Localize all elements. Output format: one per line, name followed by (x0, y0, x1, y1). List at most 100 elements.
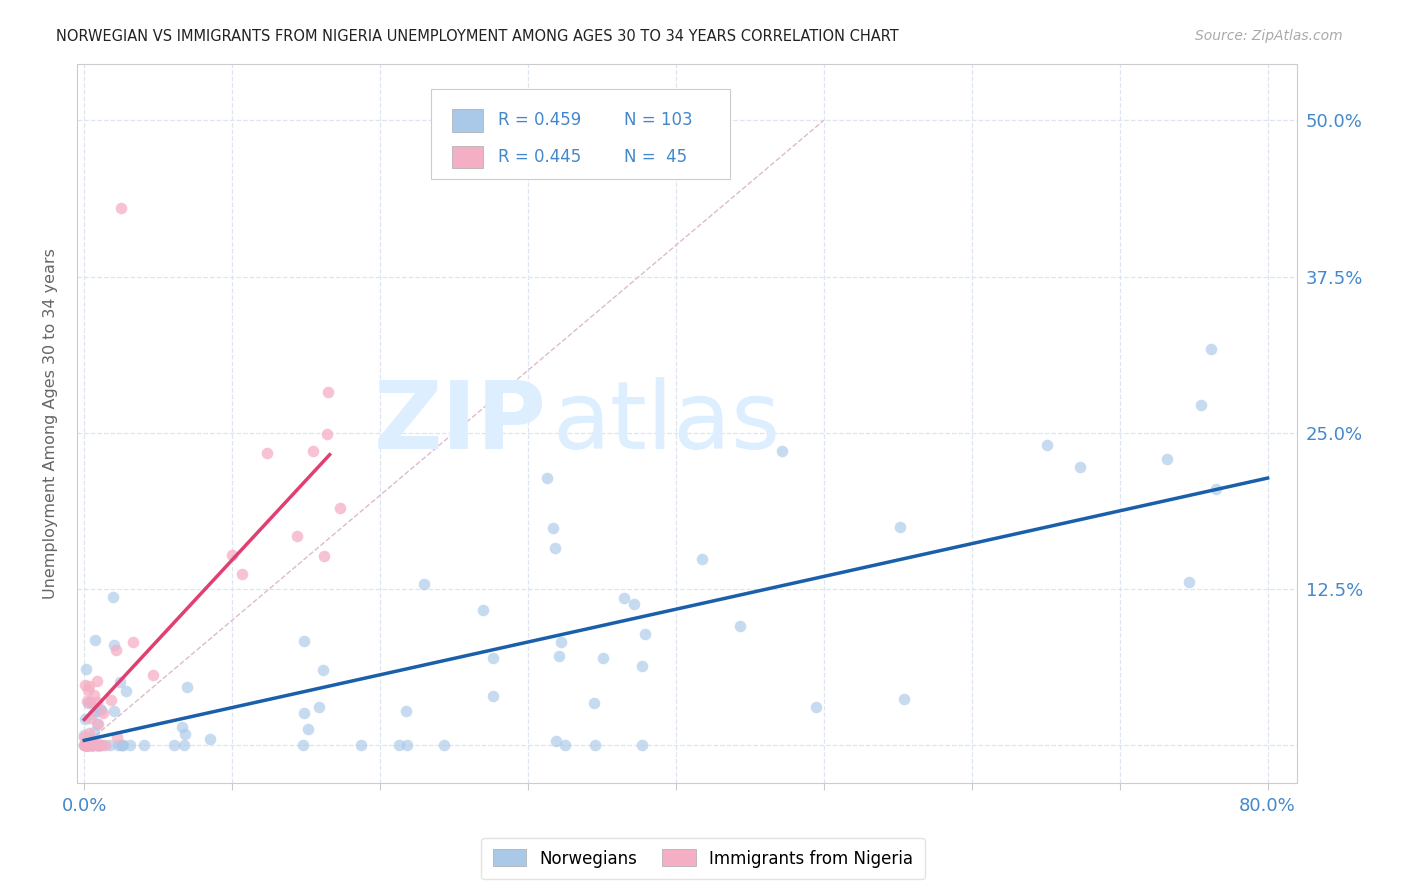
Point (91, 738, 114, 752)
Point (73, 738, 96, 752)
Point (122, 635, 145, 649)
Text: N = 103: N = 103 (624, 112, 692, 129)
Point (592, 650, 614, 665)
Point (73, 738, 96, 752)
Point (73, 731, 96, 745)
Point (176, 680, 198, 694)
Point (1069, 460, 1091, 475)
Point (292, 738, 315, 752)
Point (308, 700, 330, 714)
Point (134, 738, 156, 752)
Point (634, 627, 657, 641)
Point (163, 738, 186, 752)
Point (315, 426, 337, 441)
Point (1156, 451, 1178, 466)
Point (76, 696, 98, 710)
Point (86, 738, 108, 752)
Point (583, 738, 606, 752)
Point (631, 658, 654, 673)
Point (77, 726, 100, 740)
Point (108, 675, 131, 690)
FancyBboxPatch shape (430, 89, 730, 179)
Point (770, 444, 793, 458)
Point (544, 733, 567, 747)
Point (73, 738, 96, 752)
Text: ZIP: ZIP (374, 377, 547, 469)
Point (893, 692, 915, 706)
FancyBboxPatch shape (451, 145, 484, 168)
Point (82, 738, 104, 752)
Point (292, 706, 315, 720)
Point (89, 738, 111, 752)
Point (481, 690, 503, 704)
Point (544, 541, 567, 556)
Point (630, 738, 652, 752)
Point (84, 633, 107, 648)
Point (728, 619, 751, 633)
Point (111, 738, 134, 752)
Point (105, 643, 128, 657)
Point (1189, 398, 1212, 412)
Point (76, 738, 98, 752)
Point (83, 738, 105, 752)
Point (80, 732, 103, 747)
Point (170, 720, 193, 734)
Text: NORWEGIAN VS IMMIGRANTS FROM NIGERIA UNEMPLOYMENT AMONG AGES 30 TO 34 YEARS CORR: NORWEGIAN VS IMMIGRANTS FROM NIGERIA UNE… (56, 29, 898, 44)
Point (76, 738, 98, 752)
Point (90, 703, 112, 717)
Point (83, 689, 105, 703)
Point (86, 738, 108, 752)
Point (93, 738, 115, 752)
Point (110, 738, 132, 752)
Point (82, 706, 104, 721)
Point (79, 710, 101, 724)
Point (77, 682, 100, 697)
Text: R = 0.445: R = 0.445 (498, 148, 581, 166)
Point (221, 549, 243, 563)
Point (105, 730, 128, 744)
Point (75, 738, 97, 752)
Point (76, 738, 98, 752)
Point (536, 471, 558, 485)
Point (87, 738, 110, 752)
Point (75, 738, 97, 752)
Point (256, 446, 278, 460)
Point (89, 738, 111, 752)
Point (433, 738, 456, 752)
Text: atlas: atlas (553, 377, 782, 469)
Point (86, 695, 108, 709)
Point (93, 706, 115, 720)
Point (118, 738, 141, 752)
Point (75, 712, 97, 726)
Point (1205, 482, 1227, 496)
Legend: Norwegians, Immigrants from Nigeria: Norwegians, Immigrants from Nigeria (481, 838, 925, 880)
Point (76, 738, 98, 752)
Point (100, 693, 122, 707)
Point (89, 738, 111, 752)
Point (76, 738, 98, 752)
Point (312, 549, 335, 563)
Point (198, 731, 221, 746)
Point (412, 577, 434, 591)
Point (89, 702, 111, 716)
Point (1178, 575, 1201, 590)
Point (554, 738, 576, 752)
Point (388, 738, 411, 752)
Point (77, 738, 100, 752)
Point (292, 633, 315, 648)
Point (75, 738, 97, 752)
Point (98, 738, 121, 752)
Point (302, 443, 325, 458)
Point (80, 738, 103, 752)
Point (76, 738, 98, 752)
Point (75, 662, 97, 676)
Point (312, 663, 335, 677)
Y-axis label: Unemployment Among Ages 30 to 34 years: Unemployment Among Ages 30 to 34 years (44, 248, 58, 599)
Point (103, 704, 125, 718)
Point (86, 673, 108, 688)
Point (1199, 342, 1222, 356)
Point (76, 738, 98, 752)
Point (86, 717, 108, 731)
Text: Source: ZipAtlas.com: Source: ZipAtlas.com (1195, 29, 1343, 43)
Point (80, 738, 103, 752)
